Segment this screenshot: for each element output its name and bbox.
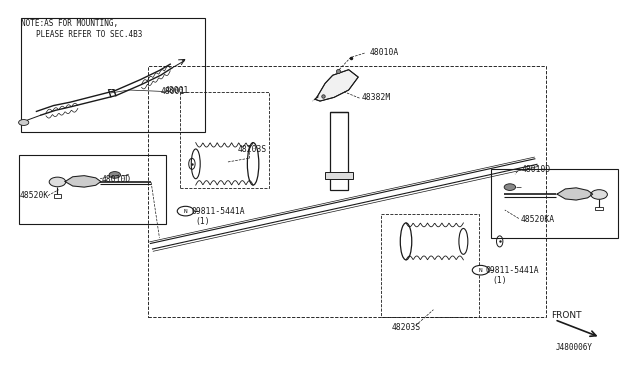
Bar xyxy=(180,92,269,188)
Circle shape xyxy=(19,119,29,125)
Bar xyxy=(595,207,603,211)
Bar xyxy=(19,155,166,224)
Text: N: N xyxy=(479,268,483,273)
Text: FRONT: FRONT xyxy=(550,311,581,320)
Text: 48010D: 48010D xyxy=(102,175,131,184)
Circle shape xyxy=(49,177,66,187)
Bar xyxy=(325,172,353,179)
Text: (1): (1) xyxy=(196,217,211,225)
Text: 48001: 48001 xyxy=(161,87,185,96)
Circle shape xyxy=(109,171,120,178)
Circle shape xyxy=(591,190,607,199)
Text: (1): (1) xyxy=(492,276,507,285)
Polygon shape xyxy=(315,70,358,101)
Text: NOTE:AS FOR MOUNTING,: NOTE:AS FOR MOUNTING, xyxy=(20,19,118,28)
Circle shape xyxy=(177,206,194,216)
Bar xyxy=(148,66,546,317)
Circle shape xyxy=(472,265,489,275)
Bar xyxy=(491,169,618,238)
Text: PLEASE REFER TO SEC.4B3: PLEASE REFER TO SEC.4B3 xyxy=(36,30,143,39)
Text: 48010D: 48010D xyxy=(522,164,551,173)
Circle shape xyxy=(504,184,516,190)
Text: 09811-5441A: 09811-5441A xyxy=(486,266,540,275)
Polygon shape xyxy=(557,188,593,200)
Bar xyxy=(381,214,479,317)
Polygon shape xyxy=(65,176,100,187)
Bar xyxy=(330,112,348,190)
Bar xyxy=(54,194,61,198)
Text: 48520KA: 48520KA xyxy=(521,215,555,224)
Text: 48001: 48001 xyxy=(164,86,189,95)
Text: J480006Y: J480006Y xyxy=(556,343,593,352)
Text: 48520K: 48520K xyxy=(19,191,49,200)
Text: 48203S: 48203S xyxy=(237,145,266,154)
Text: N: N xyxy=(184,209,188,214)
Text: 48382M: 48382M xyxy=(362,93,390,102)
Bar xyxy=(20,18,205,132)
Text: 48010A: 48010A xyxy=(370,48,399,57)
Text: 48203S: 48203S xyxy=(392,323,420,331)
Text: 09811-5441A: 09811-5441A xyxy=(191,206,245,216)
